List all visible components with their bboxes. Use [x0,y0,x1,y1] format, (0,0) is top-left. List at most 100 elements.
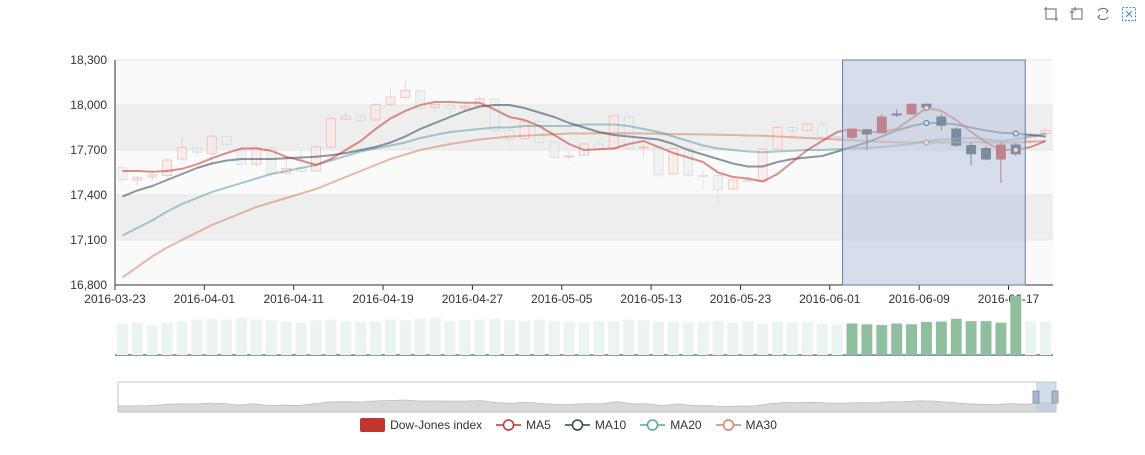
volume-bar [906,324,918,355]
legend-item-ma5[interactable]: MA5 [496,418,551,432]
legend-swatch [360,418,386,432]
candlestick [564,151,575,161]
volume-bar [429,317,441,355]
volume-bar [831,324,843,355]
candle-body [713,175,723,191]
candle-body [802,123,813,132]
volume-bar [623,319,635,355]
volume-bar [712,321,724,355]
volume-bar [801,321,813,355]
legend-item-ma20[interactable]: MA20 [640,418,702,432]
candlestick [385,88,396,107]
volume-bar [1025,321,1037,355]
volume-bar [638,320,650,355]
candlestick [772,126,783,150]
candlestick [653,145,664,177]
volume-bar [935,321,947,355]
candle-body [147,174,158,178]
datazoom-window [1036,382,1056,412]
candle-body [489,98,500,131]
legend-label: MA10 [594,418,627,432]
candle-body [787,127,798,132]
candle-body [355,115,366,121]
volume-bar [370,321,382,355]
candlestick [117,164,128,183]
volume-bar [682,322,694,355]
brush-select-icon[interactable] [1043,6,1059,22]
candlestick [638,144,649,158]
candle-body [340,115,351,120]
volume-bar [816,323,828,355]
volume-bar [518,321,530,355]
candle-body [534,121,545,143]
legend-label: MA5 [526,418,551,432]
candle-body [683,148,694,177]
candle-body [832,136,843,138]
candle-body [608,115,619,150]
volume-bar [995,322,1007,355]
y-tick-label: 18,000 [70,98,107,112]
legend-label: Dow-Jones index [390,418,483,432]
candle-body [504,130,515,140]
candlestick [713,175,723,206]
legend-item-ma10[interactable]: MA10 [564,418,627,432]
candle-body [430,104,441,108]
volume-bar [1040,321,1052,355]
clear-icon[interactable] [1121,6,1137,22]
x-tick-label: 2016-05-13 [620,292,682,306]
candlestick [787,124,798,135]
volume-bar [116,323,128,355]
volume-bar [861,324,873,355]
x-tick-label: 2016-03-23 [84,292,146,306]
candle-body [772,126,783,150]
legend-item-dow-jones[interactable]: Dow-Jones index [360,418,482,432]
candlestick [698,169,709,189]
volume-bar [265,320,277,355]
legend-item-ma30[interactable]: MA30 [715,418,777,432]
legend: Dow-Jones index MA5 MA10 MA20 MA30 [0,418,1145,432]
volume-bar [652,321,664,355]
datazoom-handle[interactable] [1051,390,1059,404]
legend-label: MA30 [745,418,777,432]
volume-bar [772,321,784,355]
toolbox [1043,6,1137,22]
datazoom-handle[interactable] [1032,390,1040,404]
candlestick [311,145,321,172]
volume-bar [920,321,932,355]
candle-body [162,159,173,177]
candlestick [430,103,441,113]
volume-bar [146,325,158,355]
candlestick [415,90,426,110]
volume-bar [667,321,679,355]
volume-bar [340,321,352,355]
candlestick [445,103,455,117]
volume-bar [221,319,233,355]
candlestick [221,135,232,147]
candle-body [206,135,217,155]
candle-body [221,136,232,145]
brush-keep-icon[interactable] [1069,6,1085,22]
volume-bar [846,323,858,355]
volume-bar [891,323,903,355]
handle-grip [1032,390,1040,404]
volume-bar [280,321,292,355]
volume-bar [191,319,203,355]
candle-body [311,146,321,172]
candle-body [638,146,649,149]
candlestick [549,141,560,159]
handle-grip [1051,390,1059,404]
candle-body [191,147,202,153]
candlestick [802,123,813,132]
candlestick [162,158,173,180]
volume-bar [548,321,560,355]
refresh-icon[interactable] [1095,6,1111,22]
candle-body [817,124,828,138]
volume-bar [563,321,575,355]
candle-body [251,147,262,165]
datazoom-preview [117,399,1057,413]
legend-swatch [640,418,666,432]
candle-body [668,148,679,175]
candle-body [236,149,247,166]
volume-bar [310,320,322,355]
